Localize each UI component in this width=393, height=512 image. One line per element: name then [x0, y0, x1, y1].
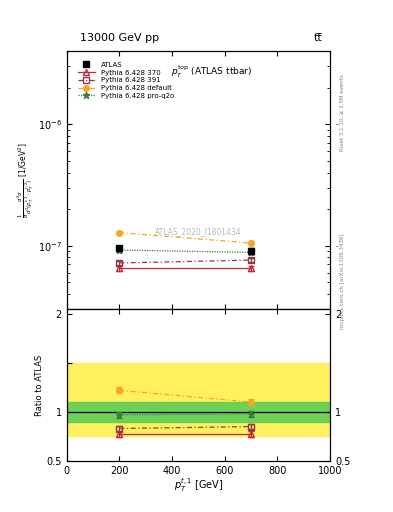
- Bar: [67, 402, 330, 422]
- X-axis label: $p_T^{t,1}$ [GeV]: $p_T^{t,1}$ [GeV]: [174, 477, 223, 494]
- Bar: [67, 363, 330, 436]
- Legend: ATLAS, Pythia 6.428 370, Pythia 6.428 391, Pythia 6.428 default, Pythia 6.428 pr: ATLAS, Pythia 6.428 370, Pythia 6.428 39…: [75, 59, 176, 102]
- Text: 13000 GeV pp: 13000 GeV pp: [80, 33, 159, 44]
- Y-axis label: Ratio to ATLAS: Ratio to ATLAS: [35, 354, 44, 416]
- Text: $p_T^{\mathrm{top}}$ (ATLAS ttbar): $p_T^{\mathrm{top}}$ (ATLAS ttbar): [171, 64, 252, 80]
- Text: Rivet 3.1.10, ≥ 3.5M events: Rivet 3.1.10, ≥ 3.5M events: [340, 74, 345, 151]
- Text: tt̅: tt̅: [314, 33, 322, 44]
- Text: mcplots.cern.ch [arXiv:1306.3436]: mcplots.cern.ch [arXiv:1306.3436]: [340, 234, 345, 329]
- Y-axis label: $\frac{1}{\sigma}\frac{d^2\sigma}{d^2(p_T^{t,1}\cdot p_T^{t,2})}$ [1/GeV$^2$]: $\frac{1}{\sigma}\frac{d^2\sigma}{d^2(p_…: [16, 142, 37, 218]
- Text: ATLAS_2020_I1801434: ATLAS_2020_I1801434: [155, 227, 242, 236]
